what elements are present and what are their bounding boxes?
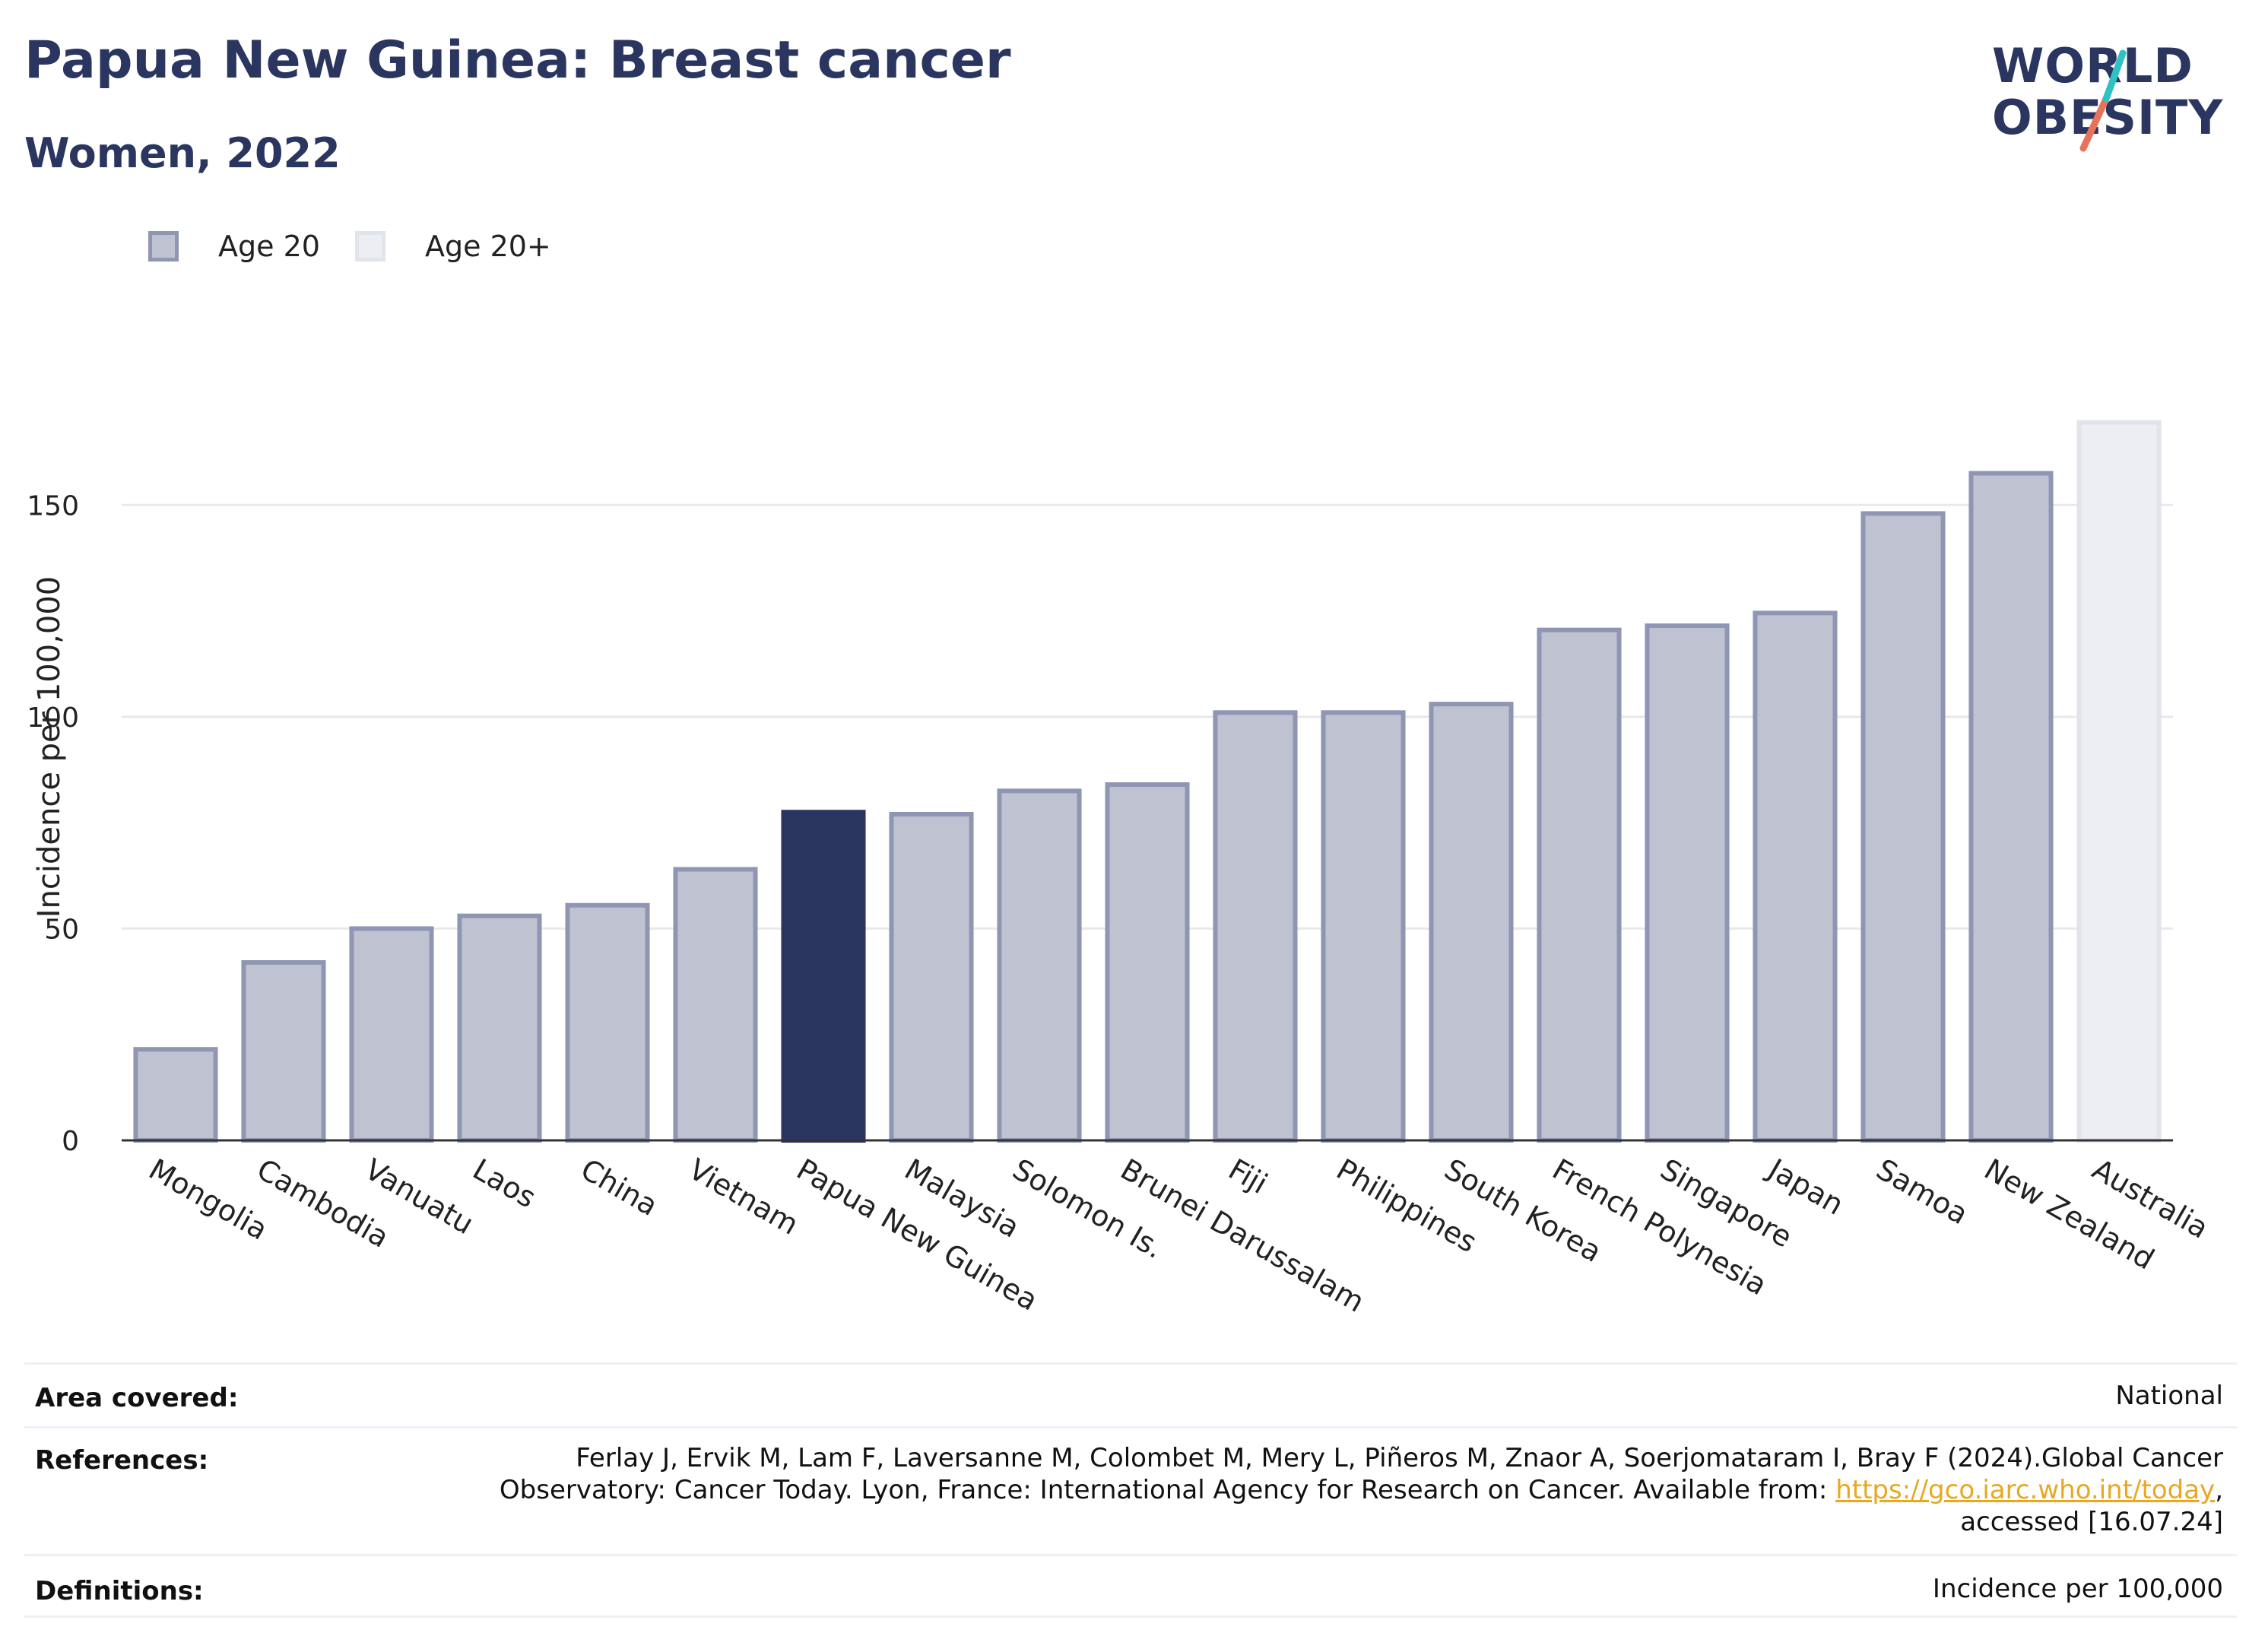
- bar-japan: [1753, 610, 1838, 1143]
- definitions-label: Definitions:: [35, 1576, 204, 1606]
- x-tick-label: Laos: [468, 1153, 542, 1215]
- area-covered-value: National: [2115, 1381, 2223, 1411]
- world-obesity-logo: WORLD OBESITY: [1992, 23, 2243, 160]
- y-tick-label: 150: [27, 490, 79, 522]
- bar-solomon-is: [997, 788, 1082, 1143]
- legend-label-age-20: Age 20: [218, 230, 320, 263]
- bar-vietnam: [673, 867, 758, 1143]
- bar-brunei-darussalam: [1105, 782, 1190, 1143]
- chart-title: Papua New Guinea: Breast cancer: [24, 30, 1011, 90]
- logo-line-1: WORLD: [1992, 38, 2193, 94]
- references-line-2-suffix: ,: [2215, 1475, 2223, 1505]
- y-tick-label: 100: [27, 702, 79, 734]
- x-tick-label: Vietnam: [684, 1153, 804, 1241]
- info-row-area: Area covered: National: [24, 1362, 2237, 1426]
- definitions-value: Incidence per 100,000: [1932, 1574, 2223, 1604]
- logo-slash-icon: [2079, 49, 2127, 152]
- references-line-2-text: Observatory: Cancer Today. Lyon, France:…: [499, 1475, 1836, 1505]
- bar-new-zealand: [1968, 471, 2054, 1143]
- bar-australia: [2076, 420, 2162, 1143]
- legend-swatch-age-20-plus: [355, 231, 385, 262]
- references-value: Ferlay J, Ervik M, Lam F, Laversanne M, …: [500, 1442, 2223, 1538]
- chart-subtitle: Women, 2022: [24, 129, 341, 177]
- x-tick-label: China: [576, 1153, 664, 1222]
- y-axis-label: Incidence per 100,000: [32, 576, 67, 918]
- x-tick-label: Fiji: [1223, 1153, 1274, 1200]
- references-line-2: Observatory: Cancer Today. Lyon, France:…: [500, 1474, 2223, 1506]
- bar-papua-new-guinea: [781, 810, 866, 1143]
- info-row-definitions: Definitions: Incidence per 100,000: [24, 1554, 2237, 1618]
- bar-fiji: [1213, 710, 1298, 1143]
- x-tick-label: Samoa: [1871, 1153, 1974, 1232]
- references-link[interactable]: https://gco.iarc.who.int/today: [1835, 1475, 2216, 1505]
- info-row-references: References: Ferlay J, Ervik M, Lam F, La…: [24, 1426, 2237, 1554]
- x-tick-label: Mongolia: [144, 1153, 274, 1247]
- bar-south-korea: [1429, 702, 1514, 1143]
- bar-malaysia: [889, 812, 974, 1143]
- y-tick-label: 0: [62, 1126, 79, 1157]
- bar-samoa: [1860, 511, 1946, 1143]
- references-label: References:: [35, 1445, 209, 1476]
- legend-swatch-age-20: [148, 231, 179, 262]
- area-covered-label: Area covered:: [35, 1383, 239, 1413]
- references-line-3: accessed [16.07.24]: [1960, 1507, 2223, 1537]
- bar-cambodia: [241, 960, 326, 1143]
- references-line-1: Ferlay J, Ervik M, Lam F, Laversanne M, …: [576, 1443, 2223, 1473]
- bar-singapore: [1645, 623, 1730, 1143]
- bar-vanuatu: [349, 926, 434, 1143]
- legend-label-age-20-plus: Age 20+: [425, 230, 551, 263]
- bar-french-polynesia: [1537, 627, 1622, 1143]
- bar-philippines: [1321, 710, 1406, 1143]
- bar-china: [565, 902, 650, 1143]
- bar-laos: [457, 913, 542, 1143]
- bar-mongolia: [133, 1047, 218, 1143]
- y-tick-label: 50: [44, 914, 79, 945]
